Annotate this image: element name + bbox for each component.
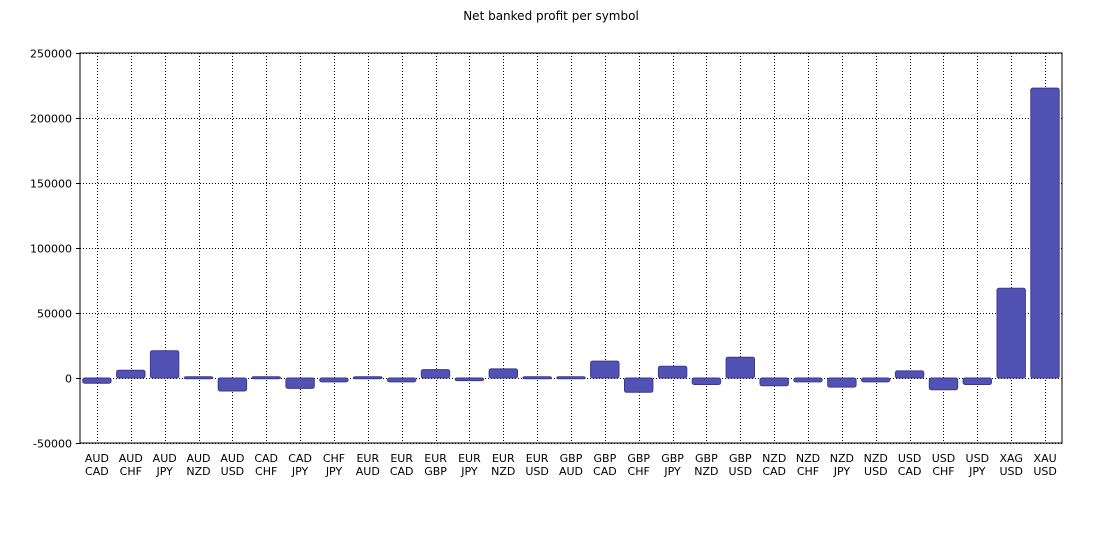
x-tick-label-quote: JPY xyxy=(663,465,681,478)
bar-xauusd xyxy=(1030,87,1060,379)
bar-gbpcad xyxy=(590,360,620,379)
x-tick-label-base: EUR xyxy=(458,452,481,465)
x-tick-label-quote: USD xyxy=(999,465,1023,478)
x-tick-label-base: GBP xyxy=(729,452,752,465)
y-tick-label: 250000 xyxy=(30,48,72,61)
x-tick-label-quote: CHF xyxy=(797,465,819,478)
bar-chfjpy xyxy=(319,377,349,383)
x-tick-label-quote: USD xyxy=(729,465,753,478)
x-tick-label-quote: JPY xyxy=(325,465,343,478)
x-tick-label-base: USD xyxy=(966,452,990,465)
x-tick-label-base: AUD xyxy=(119,452,143,465)
x-tick-label-base: NZD xyxy=(762,452,786,465)
bar-audnzd xyxy=(183,376,214,380)
x-tick-label-base: AUD xyxy=(153,452,177,465)
bar-xagusd xyxy=(996,287,1026,379)
x-tick-label-quote: CHF xyxy=(120,465,142,478)
x-tick-label-quote: JPY xyxy=(968,465,986,478)
bar-usdcad xyxy=(894,370,925,379)
bar-eurusd xyxy=(522,376,552,380)
x-tick-label-base: NZD xyxy=(796,452,820,465)
axes xyxy=(76,52,1063,444)
x-tick-label-base: GBP xyxy=(594,452,617,465)
x-tick-label-quote: CAD xyxy=(390,465,414,478)
x-tick-label-quote: NZD xyxy=(694,465,718,478)
x-tick-label-quote: JPY xyxy=(460,465,478,478)
bar-audusd xyxy=(217,377,248,392)
x-tick-label-quote: CAD xyxy=(593,465,617,478)
bar-eurgbp xyxy=(420,369,451,379)
bar-gbpnzd xyxy=(691,377,722,385)
bar-gbpaud xyxy=(556,376,586,380)
bar-euraud xyxy=(353,376,383,380)
bar-gbpchf xyxy=(624,377,654,393)
bar-nzdcad xyxy=(759,377,789,387)
x-tick-label-base: CHF xyxy=(323,452,345,465)
x-tick-label-base: NZD xyxy=(864,452,888,465)
x-tick-label-base: GBP xyxy=(661,452,684,465)
x-tick-label-quote: JPY xyxy=(833,465,851,478)
x-tick-label-quote: CAD xyxy=(898,465,922,478)
x-tick-label-quote: AUD xyxy=(559,465,583,478)
y-tick-label: 150000 xyxy=(30,178,72,191)
x-tick-label-quote: USD xyxy=(1033,465,1057,478)
bar-audjpy xyxy=(149,350,180,379)
x-tick-label-base: AUD xyxy=(186,452,210,465)
x-tick-label-base: USD xyxy=(932,452,956,465)
bar-nzdchf xyxy=(793,377,823,383)
x-tick-label-quote: CHF xyxy=(628,465,650,478)
y-tick-label: 0 xyxy=(65,373,72,386)
x-tick-label-base: USD xyxy=(898,452,922,465)
x-tick-label-quote: USD xyxy=(525,465,549,478)
x-tick-label-quote: CHF xyxy=(932,465,954,478)
x-tick-label-quote: JPY xyxy=(156,465,174,478)
x-tick-label-base: GBP xyxy=(560,452,583,465)
x-tick-label-base: XAU xyxy=(1034,452,1057,465)
x-tick-label-quote: AUD xyxy=(356,465,380,478)
x-tick-label-quote: GBP xyxy=(424,465,447,478)
x-tick-label-base: CAD xyxy=(288,452,312,465)
y-tick-label: 200000 xyxy=(30,113,72,126)
x-tick-label-base: EUR xyxy=(390,452,413,465)
y-tick-label: -50000 xyxy=(33,438,72,451)
x-tick-label-base: EUR xyxy=(356,452,379,465)
x-tick-label-quote: NZD xyxy=(186,465,210,478)
x-tick-label-base: EUR xyxy=(424,452,447,465)
x-tick-label-quote: CAD xyxy=(762,465,786,478)
y-tick-label: 100000 xyxy=(30,243,72,256)
x-tick-label-quote: JPY xyxy=(291,465,309,478)
x-tick-label-base: GBP xyxy=(627,452,650,465)
x-tick-label-base: XAG xyxy=(999,452,1022,465)
bar-eurcad xyxy=(387,377,417,383)
bar-usdchf xyxy=(928,377,959,391)
bar-nzdjpy xyxy=(827,377,857,388)
x-tick-label-base: NZD xyxy=(830,452,854,465)
x-tick-label-base: EUR xyxy=(492,452,515,465)
x-tick-label-quote: CAD xyxy=(85,465,109,478)
chart-title: Net banked profit per symbol xyxy=(463,9,639,23)
x-tick-label-base: AUD xyxy=(85,452,109,465)
x-tick-label-base: GBP xyxy=(695,452,718,465)
bar-cadchf xyxy=(251,376,281,380)
bar-usdjpy xyxy=(962,377,992,385)
x-tick-label-quote: CHF xyxy=(255,465,277,478)
bar-gbpjpy xyxy=(657,365,688,379)
labels: -50000050000100000150000200000250000AUDC… xyxy=(30,48,1057,479)
x-tick-label-base: EUR xyxy=(526,452,549,465)
bar-eurnzd xyxy=(488,368,519,379)
bar-audcad xyxy=(82,377,112,384)
bar-cadjpy xyxy=(285,377,315,389)
bar-eurjpy xyxy=(454,377,485,382)
bar-nzdusd xyxy=(861,377,891,383)
bar-gbpusd xyxy=(725,356,755,379)
y-tick-label: 50000 xyxy=(37,308,72,321)
x-tick-label-quote: USD xyxy=(864,465,888,478)
bar-audchf xyxy=(116,369,146,379)
x-tick-label-quote: NZD xyxy=(491,465,515,478)
x-tick-label-base: CAD xyxy=(254,452,278,465)
x-tick-label-quote: USD xyxy=(221,465,245,478)
x-tick-label-base: AUD xyxy=(220,452,244,465)
bars xyxy=(82,87,1060,393)
